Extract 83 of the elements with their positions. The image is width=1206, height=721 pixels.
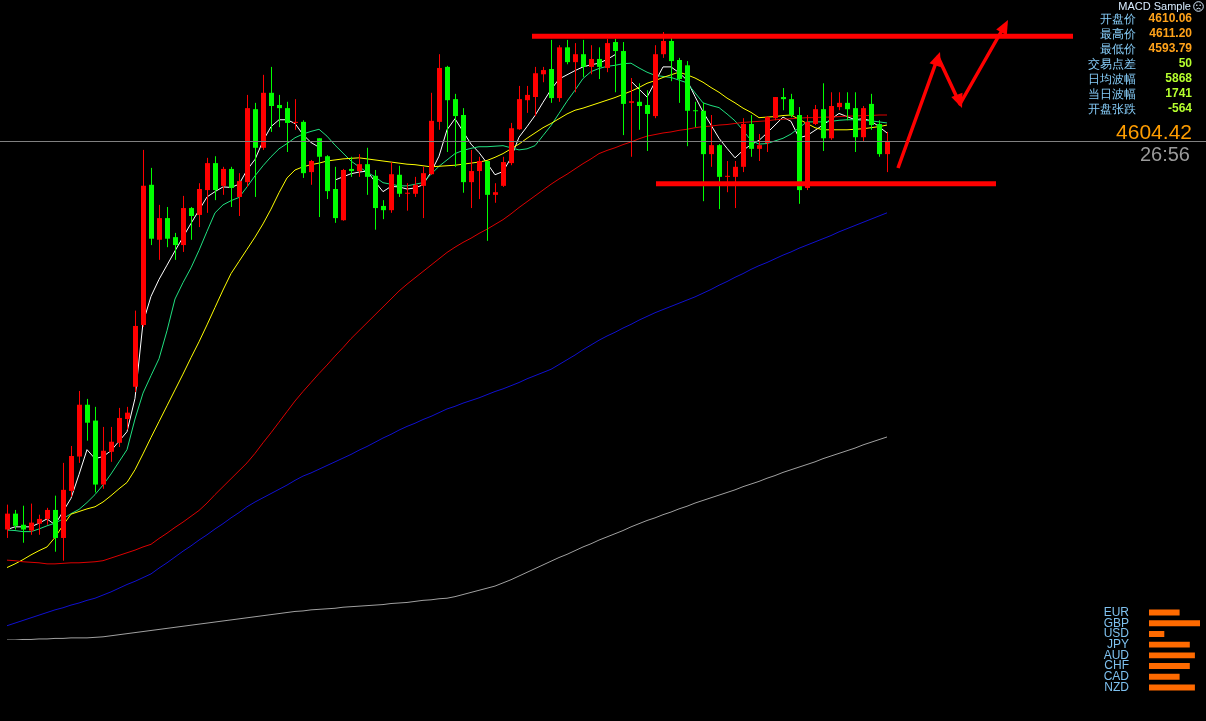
text: 开盘张跌 (1088, 101, 1136, 118)
candlestick (317, 137, 322, 218)
candlestick (693, 101, 698, 128)
candlestick (565, 39, 570, 65)
candlestick (493, 182, 498, 204)
candlestick (365, 147, 370, 196)
candlestick (125, 406, 130, 431)
candlestick (277, 94, 282, 128)
text: 最高价 (1100, 26, 1136, 43)
bar (1149, 652, 1195, 659)
y-tick-label: EUR (1103, 604, 1130, 619)
candlestick (501, 156, 506, 188)
bar (1149, 641, 1190, 648)
candlestick (237, 172, 242, 217)
bar (1149, 631, 1165, 637)
bar (1149, 673, 1180, 680)
candlestick (885, 131, 890, 173)
candlestick (813, 104, 818, 126)
candlestick (869, 93, 874, 131)
candlestick (477, 156, 482, 200)
text: 26:56 (1139, 143, 1190, 166)
text: -564 (1167, 101, 1192, 115)
candlestick (773, 96, 778, 121)
text: 5868 (1165, 71, 1192, 85)
candlestick (413, 176, 418, 198)
candlestick (637, 82, 642, 131)
candlestick (309, 159, 314, 186)
candlestick (293, 98, 298, 131)
candlestick (5, 504, 10, 539)
candlestick (221, 166, 226, 196)
candlestick (781, 87, 786, 111)
candlestick (421, 166, 426, 219)
candlestick (581, 39, 586, 78)
text: 交易点差 (1088, 56, 1136, 73)
candlestick (525, 85, 530, 114)
candlestick (173, 232, 178, 261)
candlestick (629, 77, 634, 158)
candlestick (229, 166, 234, 208)
candlestick (589, 44, 594, 75)
candlestick (469, 149, 474, 209)
candlestick (37, 514, 42, 536)
candlestick (573, 42, 578, 93)
text: 4593.79 (1148, 41, 1192, 55)
candlestick (397, 165, 402, 198)
candlestick (157, 204, 162, 261)
candlestick (381, 199, 386, 220)
candlestick (29, 503, 34, 536)
candlestick (533, 66, 538, 117)
bar (1149, 620, 1200, 627)
candlestick (21, 505, 26, 544)
candlestick (845, 91, 850, 121)
candlestick (453, 93, 458, 168)
candlestick (357, 153, 362, 178)
candlestick (189, 206, 194, 241)
text: 50 (1178, 56, 1192, 70)
bar (1149, 663, 1190, 669)
candlestick (349, 156, 354, 178)
candlestick (613, 38, 618, 93)
text: 当日波幅 (1088, 86, 1136, 103)
candlestick (285, 101, 290, 153)
candlestick (85, 398, 90, 442)
text: 日均波幅 (1088, 71, 1136, 88)
candlestick (709, 114, 714, 168)
text: 最低价 (1100, 41, 1136, 58)
candlestick (109, 426, 114, 463)
candlestick (757, 133, 762, 162)
candlestick (597, 46, 602, 80)
text: 4610.06 (1148, 11, 1192, 25)
y-tick-label: JPY (1106, 636, 1129, 651)
text: 开盘价 (1100, 11, 1136, 28)
text: 4611.20 (1149, 26, 1192, 40)
candlestick (669, 37, 674, 82)
candlestick (405, 182, 410, 212)
candlestick (13, 509, 18, 530)
candlestick (165, 206, 170, 248)
candlestick (269, 66, 274, 133)
text: 1741 (1165, 86, 1192, 100)
y-tick-label: NZD (1104, 679, 1130, 694)
candlestick (645, 89, 650, 152)
candlestick (677, 57, 682, 104)
candlestick (789, 93, 794, 118)
text: 4604.42 (1116, 120, 1192, 144)
text: MACD Sample (1118, 0, 1191, 12)
